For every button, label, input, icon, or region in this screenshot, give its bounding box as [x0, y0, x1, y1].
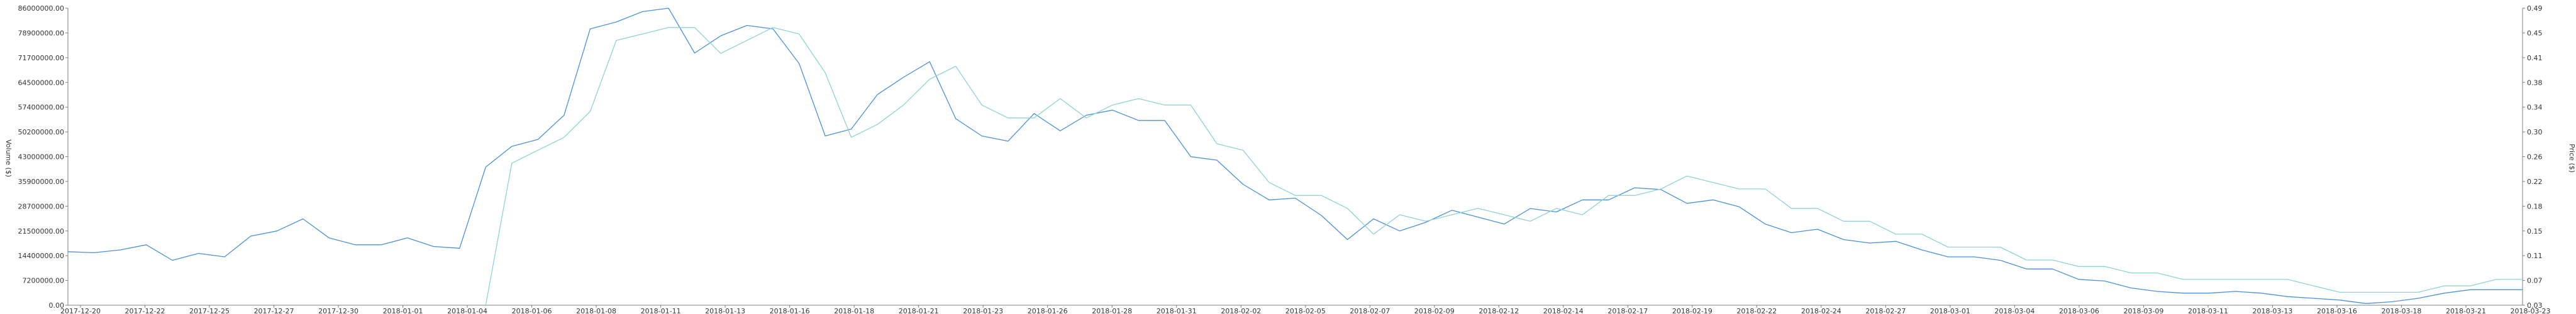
- x-tick-label: 2017-12-30: [318, 307, 358, 314]
- y-right-tick-label: 0.49: [2527, 4, 2543, 13]
- x-tick-label: 2017-12-27: [254, 307, 294, 314]
- x-tick-label: 2018-03-13: [2252, 307, 2292, 314]
- y-left-tick-label: 0.00: [49, 301, 65, 310]
- x-tick-label: 2018-01-08: [576, 307, 616, 314]
- x-tick-label: 2018-01-11: [641, 307, 681, 314]
- x-tick-label: 2018-03-01: [1930, 307, 1970, 314]
- x-tick-label: 2018-01-23: [963, 307, 1003, 314]
- y-left-tick-label: 28700000.00: [18, 202, 64, 210]
- x-tick-label: 2018-01-04: [447, 307, 487, 314]
- x-tick-label: 2018-01-21: [899, 307, 939, 314]
- axes: 0.00 7200000.00 14400000.00 21500000.00 2870…: [18, 4, 2551, 314]
- x-tick-label: 2018-03-04: [1994, 307, 2035, 314]
- y-left-tick-label: 86000000.00: [18, 4, 64, 13]
- x-tick-label: 2017-12-20: [60, 307, 101, 314]
- y-left-tick-label: 64500000.00: [18, 78, 64, 87]
- y-left-tick-label: 14400000.00: [18, 252, 64, 260]
- y-right-tick-label: 0.41: [2527, 54, 2543, 62]
- x-tick-label: 2018-02-17: [1607, 307, 1648, 314]
- x-tick-label: 2018-01-26: [1028, 307, 1068, 314]
- price-series: [485, 27, 2523, 306]
- y-axis-left-title: Volume ($): [4, 139, 13, 177]
- y-left-tick-label: 57400000.00: [18, 104, 64, 112]
- x-tick-label: 2018-03-21: [2446, 307, 2486, 314]
- volume-series: [67, 8, 2523, 304]
- x-tick-label: 2018-01-28: [1092, 307, 1132, 314]
- x-tick-label: 2018-01-06: [512, 307, 552, 314]
- y-left-tick-label: 21500000.00: [18, 227, 64, 236]
- x-tick-label: 2018-03-23: [2511, 307, 2551, 314]
- y-right-tick-label: 0.22: [2527, 178, 2543, 186]
- x-tick-label: 2018-03-06: [2059, 307, 2099, 314]
- y-right-tick-label: 0.07: [2527, 277, 2543, 285]
- y-right-tick-label: 0.18: [2527, 202, 2543, 210]
- y-right-tick-label: 0.26: [2527, 153, 2543, 161]
- y-left-tick-label: 43000000.00: [18, 153, 64, 161]
- y-left-tick-label: 35900000.00: [18, 178, 64, 186]
- x-tick-label: 2018-02-14: [1543, 307, 1584, 314]
- y-right-tick-label: 0.45: [2527, 29, 2543, 37]
- x-tick-label: 2018-01-01: [383, 307, 423, 314]
- x-tick-label: 2017-12-25: [189, 307, 230, 314]
- x-tick-label: 2018-01-13: [705, 307, 745, 314]
- x-tick-label: 2018-02-12: [1479, 307, 1519, 314]
- x-tick-label: 2018-03-09: [2123, 307, 2163, 314]
- x-tick-label: 2018-02-02: [1221, 307, 1261, 314]
- y-right-tick-label: 0.03: [2527, 301, 2543, 310]
- x-tick-label: 2018-01-16: [770, 307, 810, 314]
- x-tick-label: 2018-01-18: [834, 307, 874, 314]
- x-tick-label: 2017-12-22: [125, 307, 165, 314]
- x-tick-label: 2018-01-31: [1157, 307, 1197, 314]
- x-tick-label: 2018-02-07: [1350, 307, 1390, 314]
- y-right-tick-label: 0.34: [2527, 104, 2543, 112]
- x-tick-label: 2018-02-22: [1736, 307, 1777, 314]
- x-tick-label: 2018-03-18: [2382, 307, 2422, 314]
- y-axis-right-title: Price ($): [2568, 144, 2576, 173]
- y-right-tick-label: 0.30: [2527, 128, 2543, 136]
- y-left-tick-label: 78900000.00: [18, 29, 64, 37]
- x-tick-label: 2018-02-05: [1285, 307, 1326, 314]
- y-right-tick-label: 0.15: [2527, 227, 2543, 236]
- y-left-tick-label: 71700000.00: [18, 54, 64, 62]
- y-left-tick-label: 7200000.00: [23, 277, 64, 285]
- x-tick-label: 2018-02-09: [1414, 307, 1455, 314]
- volume-line: [67, 8, 2523, 304]
- y-right-tick-label: 0.38: [2527, 78, 2543, 87]
- series-group: [67, 8, 2523, 306]
- x-tick-label: 2018-02-24: [1801, 307, 1841, 314]
- x-tick-label: 2018-02-27: [1865, 307, 1906, 314]
- y-left-tick-label: 50200000.00: [18, 128, 64, 136]
- x-tick-label: 2018-03-16: [2317, 307, 2357, 314]
- x-tick-label: 2018-03-11: [2188, 307, 2228, 314]
- price-line: [485, 27, 2523, 306]
- x-tick-label: 2018-02-19: [1672, 307, 1713, 314]
- y-right-tick-label: 0.11: [2527, 252, 2543, 260]
